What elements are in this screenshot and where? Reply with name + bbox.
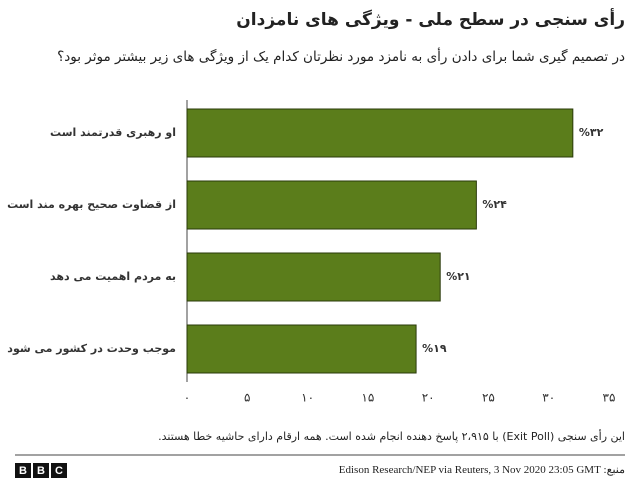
logo-box [33, 463, 49, 478]
x-tick-label: ۵ [244, 391, 250, 405]
x-tick-label: ۱۰ [301, 391, 314, 405]
y-tick-label: به مردم اهمیت می دهد [50, 270, 176, 283]
bar [186, 108, 574, 158]
chart-subtitle: در تصمیم گیری شما برای دادن رأی به نامزد… [57, 49, 625, 65]
value-label: %۲۱ [446, 270, 470, 283]
x-tick-label: ۲۵ [482, 391, 495, 405]
x-tick-label: ۲۰ [422, 391, 435, 405]
bar [186, 324, 417, 374]
source: منبع: Edison Research/NEP via Reuters, 3… [338, 464, 625, 476]
chart-title: رأی سنجی در سطح ملی - ویژگی های نامزدان [236, 10, 625, 30]
note: این رأی سنجی (Exit Poll) با ۲،۹۱۵ پاسخ د… [158, 430, 625, 443]
y-tick-label: موجب وحدت در کشور می شود [7, 342, 176, 355]
value-label: %۱۹ [422, 342, 447, 355]
x-tick-label: ۰ [184, 391, 190, 405]
logo-box [51, 463, 67, 478]
value-label: %۳۲ [579, 126, 604, 139]
x-tick-label: ۳۰ [542, 391, 555, 405]
value-label: %۲۴ [482, 198, 507, 211]
bar [186, 252, 441, 302]
y-tick-label: از قضاوت صحیح بهره مند است [7, 198, 176, 211]
y-tick-label: او رهبری قدرتمند است [50, 126, 176, 139]
logo-box [15, 463, 31, 478]
x-tick-label: ۱۵ [361, 391, 374, 405]
logo: BBC [19, 465, 63, 477]
x-tick-label: ۳۵ [603, 391, 616, 405]
bar [186, 180, 477, 230]
